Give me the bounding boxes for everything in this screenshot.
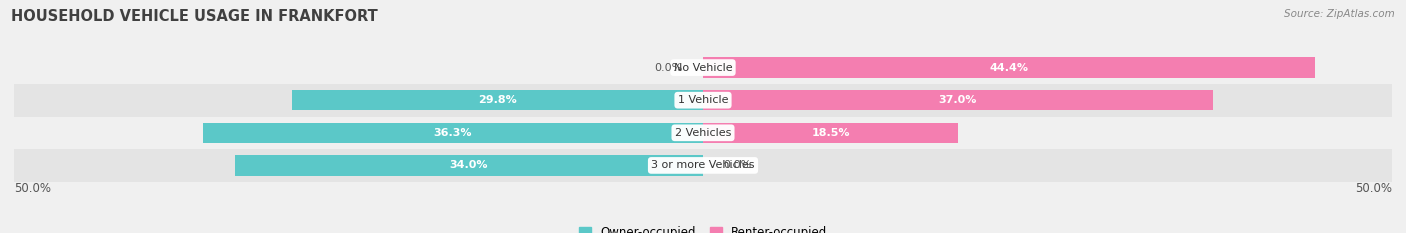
Text: 2 Vehicles: 2 Vehicles (675, 128, 731, 138)
Bar (703, 123, 957, 143)
Text: 29.8%: 29.8% (478, 95, 517, 105)
Bar (703, 58, 1315, 78)
Bar (235, 155, 703, 175)
Text: 50.0%: 50.0% (14, 182, 51, 195)
Bar (292, 90, 703, 110)
Bar (14, 51, 1392, 84)
Text: No Vehicle: No Vehicle (673, 63, 733, 72)
Bar (14, 84, 1392, 116)
Bar (703, 90, 1213, 110)
Text: 0.0%: 0.0% (724, 161, 752, 170)
Text: 36.3%: 36.3% (433, 128, 472, 138)
Bar (202, 123, 703, 143)
Text: 3 or more Vehicles: 3 or more Vehicles (651, 161, 755, 170)
Legend: Owner-occupied, Renter-occupied: Owner-occupied, Renter-occupied (574, 221, 832, 233)
Text: 37.0%: 37.0% (939, 95, 977, 105)
Bar (14, 149, 1392, 182)
Text: 18.5%: 18.5% (811, 128, 849, 138)
Text: 34.0%: 34.0% (450, 161, 488, 170)
Text: HOUSEHOLD VEHICLE USAGE IN FRANKFORT: HOUSEHOLD VEHICLE USAGE IN FRANKFORT (11, 9, 378, 24)
Text: Source: ZipAtlas.com: Source: ZipAtlas.com (1284, 9, 1395, 19)
Text: 1 Vehicle: 1 Vehicle (678, 95, 728, 105)
Text: 44.4%: 44.4% (990, 63, 1028, 72)
Text: 50.0%: 50.0% (1355, 182, 1392, 195)
Text: 0.0%: 0.0% (654, 63, 682, 72)
Bar (14, 116, 1392, 149)
